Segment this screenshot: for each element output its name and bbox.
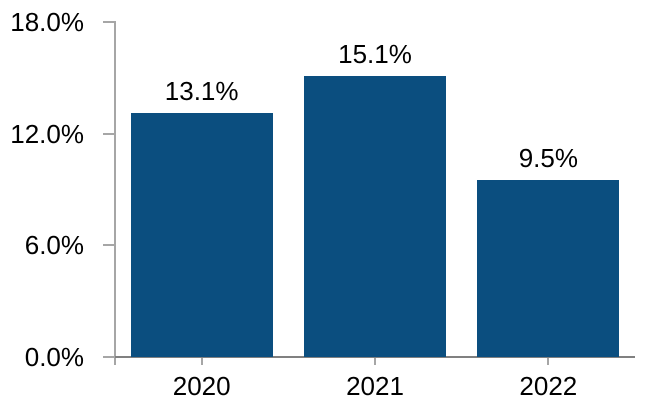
bar-2020 (130, 113, 273, 357)
bar-value-label: 15.1% (338, 38, 412, 69)
y-axis-tick-label: 12.0% (10, 118, 84, 149)
bar-2022 (477, 180, 620, 357)
x-axis-tick (547, 358, 550, 365)
y-axis-tick-label: 18.0% (10, 7, 84, 37)
x-axis-tick-label: 2020 (172, 371, 231, 401)
x-axis-tick-label: 2022 (519, 371, 578, 401)
y-axis-tick (103, 132, 114, 135)
y-axis-tick (103, 356, 114, 358)
x-axis-line (115, 356, 635, 358)
bar-value-label: 9.5% (518, 143, 578, 174)
y-axis-tick-label: 0.0% (24, 342, 84, 372)
y-axis-line (114, 21, 116, 358)
x-axis-origin-tick (114, 358, 116, 365)
bar-2021 (304, 75, 446, 357)
y-axis-tick (103, 21, 114, 23)
x-axis-tick-label: 2021 (346, 371, 404, 401)
y-axis-tick-label: 6.0% (24, 230, 84, 261)
y-axis-tick (103, 244, 114, 247)
x-axis-tick (200, 358, 203, 365)
bar-value-label: 13.1% (164, 76, 239, 107)
x-axis-tick (374, 358, 376, 365)
